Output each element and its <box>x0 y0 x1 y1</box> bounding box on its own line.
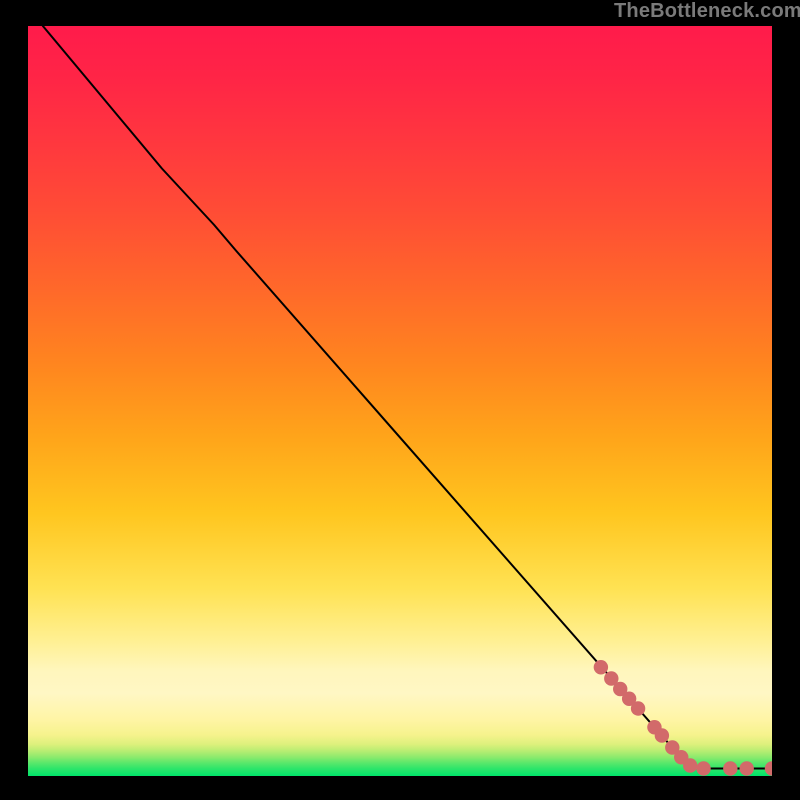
plot-area <box>28 26 772 776</box>
data-point <box>655 728 669 742</box>
canvas: TheBottleneck.com <box>0 0 800 800</box>
gradient-background <box>28 26 772 776</box>
attribution-label: TheBottleneck.com <box>614 0 800 23</box>
data-point <box>740 761 754 775</box>
data-point <box>631 701 645 715</box>
data-point <box>594 660 608 674</box>
data-point <box>696 761 710 775</box>
plot-svg <box>28 26 772 776</box>
data-point <box>723 761 737 775</box>
data-point <box>683 758 697 772</box>
